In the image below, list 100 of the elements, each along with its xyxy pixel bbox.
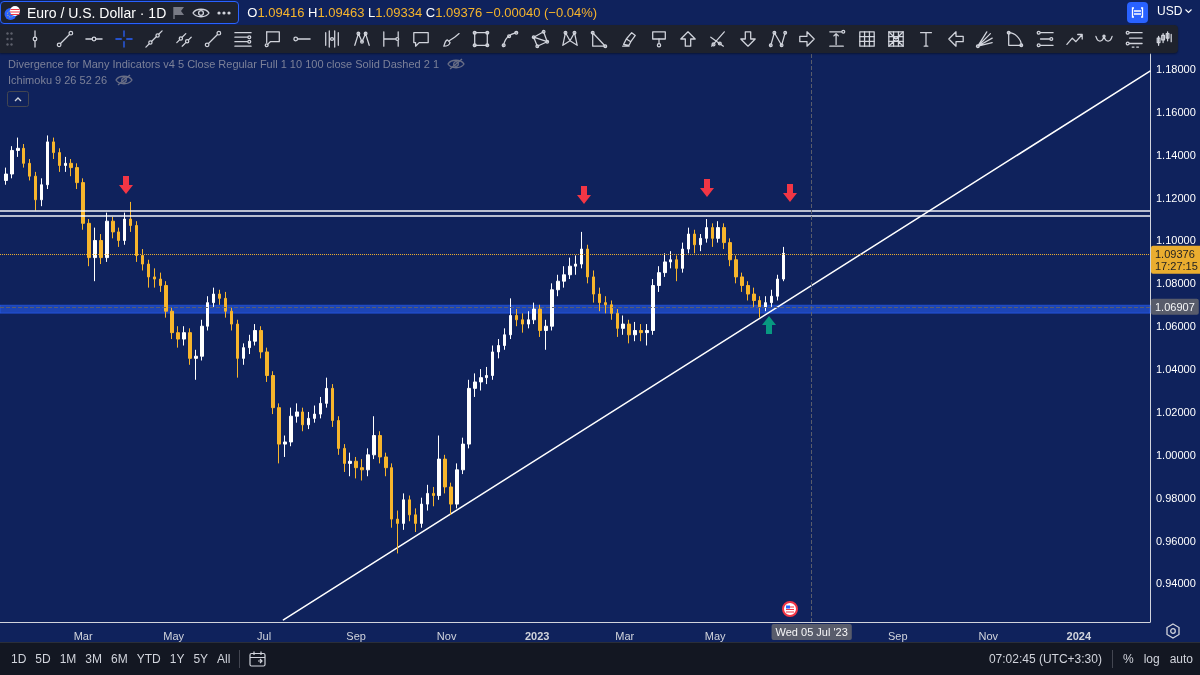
candlestick (764, 295, 767, 312)
text: 07:02:45 (UTC+3:30) (988, 652, 1102, 666)
y-tick-label: 1.16000 (1156, 105, 1196, 118)
text: auto (1169, 652, 1193, 666)
candlestick (515, 308, 518, 327)
candlestick (705, 218, 708, 244)
candlestick (651, 278, 655, 336)
candlestick (81, 177, 85, 231)
candlestick (194, 349, 198, 381)
candlestick (580, 231, 583, 269)
text: 6M (111, 652, 128, 666)
candlestick (497, 338, 500, 359)
candlestick (408, 495, 411, 522)
candlestick (289, 407, 293, 447)
y-tick-label: 0.94000 (1156, 577, 1196, 590)
candlestick (265, 347, 269, 383)
candlestick (538, 304, 542, 338)
candlestick (758, 295, 761, 319)
candlestick (485, 366, 488, 385)
candlestick (479, 368, 483, 392)
candlestick (740, 272, 744, 293)
candlestick (46, 134, 49, 190)
candlestick (687, 227, 690, 254)
candlestick (206, 295, 209, 331)
candlestick (28, 158, 31, 181)
y-tick-label: 1.06000 (1156, 320, 1196, 333)
candlestick (716, 220, 720, 244)
symbol-header: Euro / U.S. Dollar · 1D (0, 1, 240, 24)
chart-subtitle: O1.09416 H1.09463 L1.09334 C1.09376 −0.00040 (−0.04%) (247, 5, 598, 20)
candlestick (307, 411, 310, 430)
candlestick (437, 435, 441, 501)
candlestick (230, 306, 233, 331)
y-tick-label: 1.12000 (1156, 191, 1196, 204)
candlestick (10, 145, 14, 179)
chart-title: Euro / U.S. Dollar · 1D (27, 4, 167, 21)
candlestick (242, 342, 245, 366)
candlestick (224, 291, 227, 319)
candlestick (396, 510, 399, 554)
x-tick-label: 2024 (1066, 629, 1092, 642)
y-tick-label: 1.00000 (1156, 448, 1196, 461)
x-tick-label: Jul (257, 629, 272, 642)
candlestick (360, 458, 364, 482)
candlestick (449, 482, 453, 516)
candlestick (467, 379, 471, 449)
candlestick (711, 222, 714, 248)
candlestick (277, 402, 281, 464)
candlestick (337, 415, 340, 456)
candlestick (532, 302, 536, 325)
x-tick-label: May (163, 629, 185, 642)
candlestick (432, 486, 435, 507)
candlestick (443, 454, 447, 494)
x-tick-label: Sep (887, 629, 908, 642)
candlestick (147, 259, 150, 289)
candlestick (550, 282, 554, 331)
candlestick (604, 295, 607, 314)
candlestick (722, 222, 726, 250)
candlestick (776, 274, 779, 301)
candlestick (420, 497, 423, 529)
candlestick (521, 312, 524, 334)
x-tick-label: Nov (978, 629, 999, 642)
candlestick (491, 345, 494, 381)
candlestick (295, 402, 299, 424)
candlestick (170, 306, 174, 340)
candlestick (69, 158, 73, 177)
candlestick (176, 325, 180, 349)
candlestick (4, 167, 8, 186)
y-tick-label: 1.02000 (1156, 405, 1196, 418)
x-tick-label: May (704, 629, 727, 642)
candlestick (319, 396, 322, 419)
candlestick (75, 162, 79, 190)
candlestick (16, 137, 20, 158)
candlestick (669, 250, 672, 269)
candlestick (378, 430, 382, 464)
candlestick (627, 319, 631, 344)
text: YTD (136, 652, 161, 666)
candlestick (426, 484, 429, 512)
text: 1D (11, 652, 27, 666)
text: 5D (35, 652, 51, 666)
candlestick (93, 227, 97, 282)
annotation: Divergence for Many Indicators v4 5 Close Regular Full 1 10 100 close Solid Dashed 2 1 (8, 57, 440, 70)
candlestick (212, 287, 215, 308)
candlestick (64, 156, 67, 173)
y-tick-label: 0.98000 (1156, 491, 1196, 504)
candlestick (527, 310, 530, 329)
candlestick (248, 334, 251, 355)
y-tick-label: 1.08000 (1156, 277, 1196, 290)
annotation: Ichimoku 9 26 52 26 (8, 73, 108, 86)
candlestick (325, 377, 328, 409)
candlestick (782, 246, 785, 282)
candlestick (117, 227, 120, 248)
ref-line-label: Wed 05 Jul '23 (775, 626, 848, 638)
candlestick (22, 143, 25, 169)
candlestick (331, 383, 334, 428)
candlestick (473, 372, 477, 398)
candlestick (372, 415, 376, 460)
candlestick (621, 314, 625, 336)
candlestick (384, 452, 388, 477)
x-tick-label: 2023 (524, 629, 550, 642)
candlestick (752, 287, 756, 308)
candlestick (663, 252, 667, 278)
